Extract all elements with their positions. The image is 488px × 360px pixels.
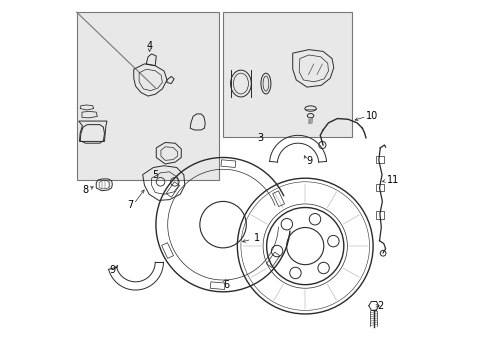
Text: 4: 4 xyxy=(146,41,153,51)
Text: 6: 6 xyxy=(223,280,229,291)
Text: 11: 11 xyxy=(386,175,398,185)
Text: 5: 5 xyxy=(152,170,158,180)
Text: 8: 8 xyxy=(82,185,88,195)
Text: 2: 2 xyxy=(377,301,383,311)
Text: 7: 7 xyxy=(126,200,133,210)
Text: 10: 10 xyxy=(365,111,377,121)
Text: 3: 3 xyxy=(257,133,263,143)
FancyBboxPatch shape xyxy=(77,12,219,180)
Text: 9: 9 xyxy=(109,265,115,275)
Text: 9: 9 xyxy=(305,157,311,166)
FancyBboxPatch shape xyxy=(223,12,351,137)
Text: 1: 1 xyxy=(242,233,260,243)
